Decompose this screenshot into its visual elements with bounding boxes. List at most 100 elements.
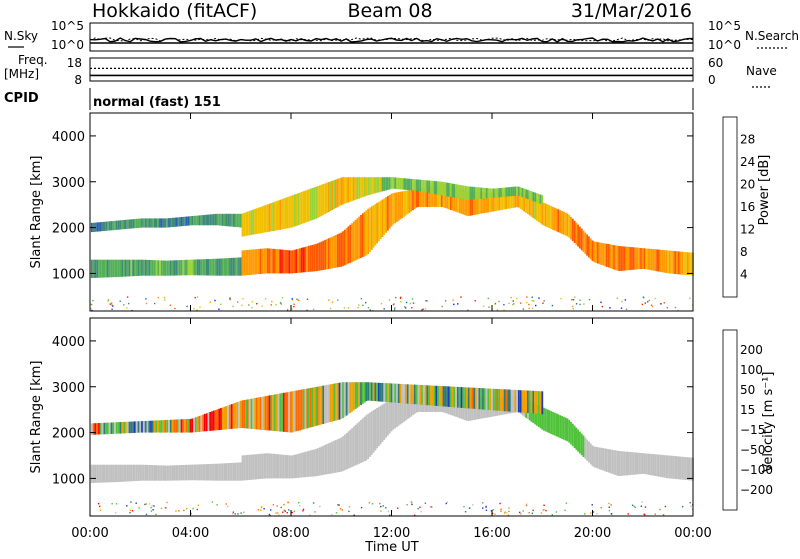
velocity-near-echo <box>148 465 151 481</box>
velocity-speckle <box>543 509 545 511</box>
power-main-echo <box>406 190 409 215</box>
velocity-speckle <box>216 504 218 506</box>
power-main-echo <box>396 192 398 222</box>
power-high-echo <box>343 177 346 204</box>
velocity-main-echo <box>643 453 646 474</box>
velocity-echoes <box>90 382 694 517</box>
power-speckle <box>367 307 370 309</box>
velocity-scattered-echo <box>519 390 522 413</box>
power-speckle <box>574 296 576 298</box>
power-high-echo <box>394 177 396 189</box>
power-speckle <box>560 297 562 300</box>
power-speckle <box>616 297 619 299</box>
velocity-speckle <box>196 508 198 511</box>
power-upper-echo <box>218 213 221 226</box>
power-high-echo <box>313 187 316 220</box>
power-high-echo <box>331 180 334 211</box>
velocity-scattered-echo <box>196 416 199 432</box>
velocity-main-echo <box>338 438 341 472</box>
power-main-echo <box>352 221 355 262</box>
velocity-main-echo <box>396 397 398 427</box>
velocity-scattered-echo <box>469 387 472 409</box>
velocity-near-echo <box>195 464 197 481</box>
power-speckle <box>164 299 166 301</box>
velocity-main-echo <box>568 419 571 443</box>
velocity-scattered-echo <box>232 403 235 429</box>
velocity-near-echo <box>144 464 147 481</box>
time-tick-label: 00:00 <box>674 526 711 541</box>
power-main-echo <box>433 185 436 207</box>
power-main-echo <box>379 200 382 240</box>
velocity-speckle <box>138 507 140 509</box>
velocity-speckle <box>640 505 643 507</box>
velocity-scattered-echo <box>514 389 517 413</box>
velocity-scattered-echo <box>299 389 301 431</box>
velocity-scattered-echo <box>460 387 463 408</box>
velocity-scattered-echo <box>135 421 138 433</box>
velocity-scattered-echo <box>164 420 167 433</box>
power-main-echo <box>658 249 660 272</box>
power-main-echo <box>272 248 274 274</box>
power-main-echo <box>317 243 319 271</box>
velocity-speckle <box>633 505 635 508</box>
velocity-near-echo <box>94 464 97 483</box>
velocity-main-echo <box>345 433 348 470</box>
velocity-near-echo <box>184 464 186 481</box>
velocity-scattered-echo <box>125 421 127 434</box>
power-high-echo <box>361 177 364 198</box>
velocity-scattered-echo <box>182 419 185 433</box>
velocity-scattered-echo <box>284 392 287 432</box>
velocity-speckle <box>424 502 427 504</box>
power-speckle <box>107 300 109 302</box>
velocity-speckle <box>268 513 271 516</box>
velocity-main-echo <box>672 455 675 479</box>
velocity-scattered-echo <box>257 397 260 430</box>
power-main-echo <box>597 242 599 264</box>
velocity-main-echo <box>394 397 396 429</box>
power-high-echo <box>460 185 463 199</box>
power-speckle <box>157 296 159 299</box>
velocity-scattered-echo <box>376 382 378 402</box>
velocity-near-echo <box>135 464 138 481</box>
power-main-echo <box>573 220 576 243</box>
velocity-scattered-echo <box>480 388 483 410</box>
velocity-scattered-echo <box>412 384 414 405</box>
power-speckle <box>531 296 533 298</box>
velocity-main-echo <box>247 454 249 481</box>
velocity-speckle <box>153 505 155 507</box>
velocity-main-echo <box>557 414 560 438</box>
power-upper-echo <box>134 219 136 229</box>
power-upper-echo <box>239 213 242 228</box>
power-speckle <box>494 302 497 305</box>
velocity-near-echo <box>168 465 170 481</box>
power-high-echo <box>385 177 387 191</box>
velocity-speckle <box>608 506 610 508</box>
power-speckle <box>293 303 295 305</box>
velocity-main-echo <box>564 417 567 441</box>
velocity-main-echo <box>284 454 287 479</box>
velocity-near-echo <box>151 465 154 481</box>
power-speckle <box>400 296 402 299</box>
velocity-scattered-echo <box>281 393 283 432</box>
power-main-echo <box>663 250 666 273</box>
velocity-main-echo <box>336 439 339 473</box>
velocity-scattered-echo <box>205 413 208 432</box>
power-near-echo <box>112 259 115 278</box>
velocity-scattered-echo <box>141 421 143 433</box>
velocity-scattered-echo <box>123 421 125 434</box>
velocity-near-echo <box>227 463 230 481</box>
power-main-echo <box>672 250 675 274</box>
power-upper-echo <box>110 221 113 231</box>
velocity-speckle <box>283 503 285 506</box>
power-main-echo <box>322 240 325 270</box>
power-high-echo <box>444 182 447 196</box>
power-main-echo <box>369 207 371 252</box>
power-main-echo <box>335 235 337 268</box>
power-high-echo <box>247 211 249 236</box>
velocity-speckle <box>380 510 382 512</box>
time-tick-label: 12:00 <box>373 526 410 541</box>
power-high-echo <box>387 177 389 190</box>
power-main-echo <box>257 248 260 275</box>
velocity-speckle <box>148 503 151 505</box>
velocity-speckle <box>335 512 338 514</box>
